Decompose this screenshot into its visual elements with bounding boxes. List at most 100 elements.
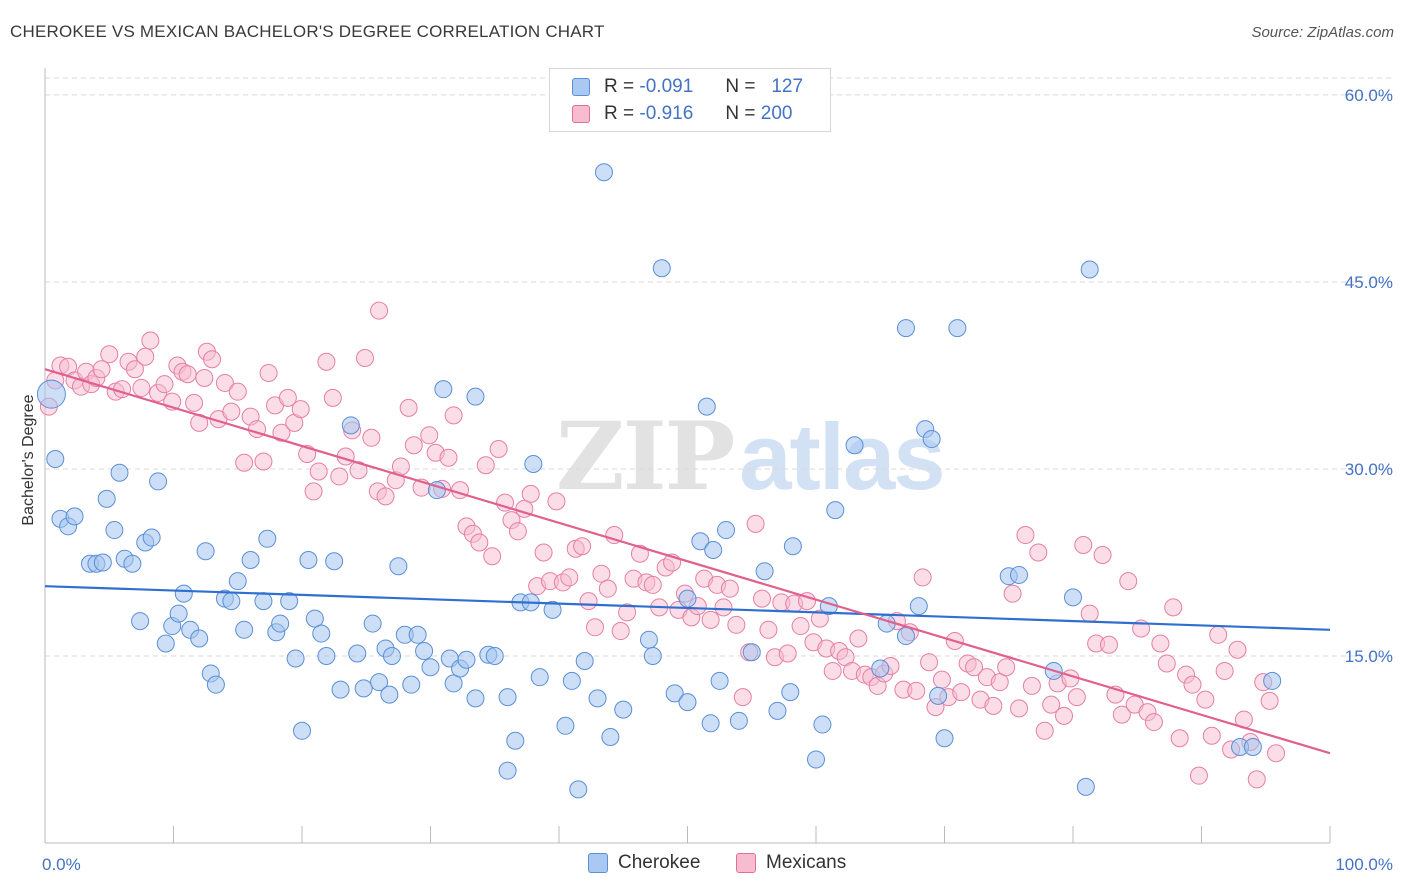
mexicans-point bbox=[1228, 640, 1247, 659]
legend: R = -0.091 N = 127 R = -0.916 N = 200 bbox=[549, 68, 831, 132]
cherokee-point bbox=[305, 609, 324, 628]
mexicans-point bbox=[984, 696, 1003, 715]
cherokee-point bbox=[354, 679, 373, 698]
cherokee-point bbox=[1064, 588, 1082, 607]
cherokee-point bbox=[348, 644, 367, 663]
cherokee-point bbox=[783, 537, 802, 556]
cherokee-point bbox=[156, 634, 175, 653]
mexicans-point bbox=[399, 398, 418, 417]
cherokee-point bbox=[807, 750, 825, 769]
mexicans-point bbox=[534, 543, 553, 562]
cherokee-point bbox=[813, 715, 832, 734]
mexicans-point bbox=[362, 428, 381, 447]
cherokee-point bbox=[575, 651, 594, 670]
cherokee-point bbox=[717, 521, 736, 540]
mexicans-point bbox=[753, 589, 772, 608]
cherokee-point bbox=[643, 646, 662, 665]
mexicans-point bbox=[1260, 691, 1279, 710]
mexicans-point bbox=[1010, 699, 1029, 718]
cherokee-point bbox=[710, 671, 729, 690]
cherokee-point bbox=[228, 572, 247, 591]
cherokee-point bbox=[588, 689, 607, 708]
mexicans-point bbox=[1119, 572, 1138, 591]
cherokee-point bbox=[46, 449, 65, 468]
chart-title: CHEROKEE VS MEXICAN BACHELOR'S DEGREE CO… bbox=[10, 22, 605, 41]
mexicans-point bbox=[254, 452, 273, 471]
mexicans-point bbox=[913, 568, 932, 587]
cherokee-point bbox=[444, 674, 463, 693]
cherokee-point bbox=[457, 650, 476, 669]
mexicans-point bbox=[560, 568, 579, 587]
cherokee-point bbox=[363, 614, 382, 633]
mexicans-point bbox=[611, 622, 630, 641]
mexicans-point bbox=[141, 331, 160, 350]
cherokee-point bbox=[142, 528, 161, 547]
mexicans-point bbox=[1022, 676, 1041, 695]
cherokee-point bbox=[415, 641, 434, 660]
legend-swatch-mexicans bbox=[572, 105, 590, 123]
legend-swatch-cherokee bbox=[572, 78, 590, 96]
mexicans-point bbox=[444, 406, 463, 425]
cherokee-point bbox=[317, 646, 336, 665]
mexicans-point bbox=[1093, 545, 1112, 564]
cherokee-point bbox=[174, 584, 193, 603]
mexicans-point bbox=[1215, 661, 1234, 680]
mexicans-point bbox=[579, 592, 598, 611]
cherokee-point bbox=[421, 658, 440, 677]
mexicans-point bbox=[1016, 526, 1035, 545]
legend-n-value-cherokee: 127 bbox=[771, 76, 804, 97]
bottom-legend-mexicans: Mexicans bbox=[736, 852, 846, 874]
mexicans-point bbox=[317, 352, 336, 371]
mexicans-point bbox=[630, 544, 649, 563]
cherokee-point bbox=[36, 379, 66, 409]
trend-lines bbox=[44, 368, 1331, 755]
mexicans-point bbox=[521, 484, 540, 503]
cherokee-point bbox=[594, 163, 613, 182]
bottom-legend-cherokee-label: Cherokee bbox=[618, 852, 701, 873]
cherokee-point bbox=[524, 454, 543, 473]
mexicans-point bbox=[195, 368, 214, 387]
mexicans-point bbox=[714, 598, 733, 617]
mexicans-point bbox=[1074, 536, 1093, 555]
cherokee-point bbox=[466, 387, 485, 406]
cherokee-point bbox=[896, 319, 915, 338]
mexicans-points bbox=[39, 301, 1286, 789]
cherokee-point bbox=[704, 541, 723, 560]
legend-r-value-mexicans: -0.916 bbox=[639, 103, 694, 124]
cherokee-point bbox=[929, 686, 948, 705]
mexicans-point bbox=[605, 526, 624, 545]
gridlines bbox=[45, 77, 1395, 657]
cherokee-point bbox=[380, 685, 399, 704]
mexicans-point bbox=[1055, 706, 1074, 725]
y-tick-label: 60.0% bbox=[1345, 86, 1393, 105]
mexicans-point bbox=[1267, 744, 1286, 763]
cherokee-point bbox=[614, 700, 633, 719]
cherokee-point bbox=[639, 630, 658, 649]
cherokee-point bbox=[222, 592, 241, 611]
cherokee-point bbox=[169, 604, 188, 623]
cherokee-point bbox=[498, 688, 517, 707]
mexicans-point bbox=[185, 393, 204, 412]
cherokee-point bbox=[697, 397, 716, 416]
mexicans-point bbox=[1042, 695, 1061, 714]
mexicans-point bbox=[470, 533, 489, 552]
mexicans-point bbox=[547, 492, 566, 511]
cherokee-point bbox=[678, 589, 697, 608]
cherokee-point bbox=[196, 542, 215, 561]
mexicans-point bbox=[1029, 543, 1048, 562]
cherokee-point bbox=[434, 380, 453, 399]
mexicans-point bbox=[573, 537, 592, 556]
mexicans-point bbox=[618, 603, 637, 622]
mexicans-point bbox=[259, 363, 278, 382]
mexicans-point bbox=[1170, 729, 1189, 748]
mexicans-point bbox=[952, 683, 971, 702]
legend-n-value-mexicans: 200 bbox=[760, 103, 793, 124]
mexicans-point bbox=[370, 301, 389, 320]
watermark: ZIPatlas bbox=[556, 402, 946, 512]
cherokee-point bbox=[402, 675, 421, 694]
cherokee-point bbox=[1076, 777, 1095, 796]
axes bbox=[44, 68, 1331, 844]
cherokee-point bbox=[149, 472, 168, 491]
y-axis-label: Bachelor's Degree bbox=[20, 394, 37, 525]
mexicans-point bbox=[476, 456, 495, 475]
